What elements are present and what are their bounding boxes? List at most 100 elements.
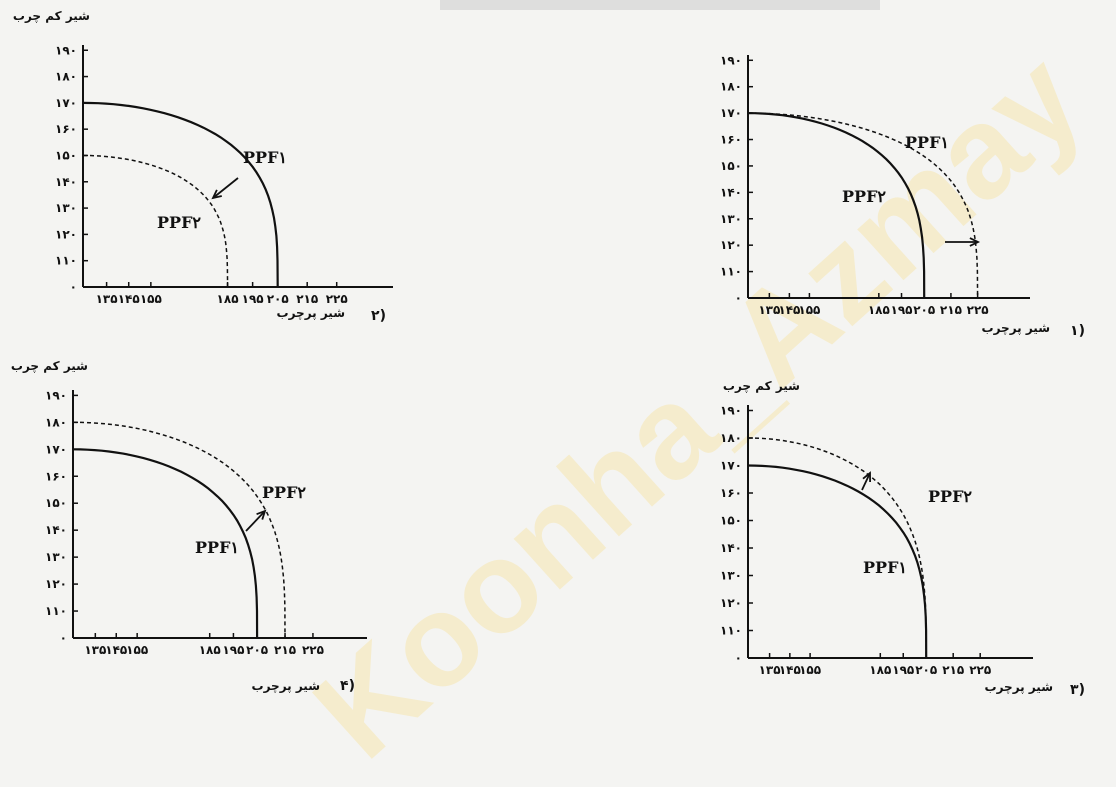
x-tick-label: ۱۹۵ <box>891 303 913 317</box>
x-tick-label: ۲۰۵ <box>915 663 937 677</box>
x-tick-label: ۱۸۵ <box>869 663 891 677</box>
x-tick-label: ۱۸۵ <box>217 292 239 306</box>
ppf1-curve <box>747 464 928 659</box>
ppf2-label: PPF۲ <box>928 487 972 506</box>
ppf1-label: PPF۱ <box>243 148 287 167</box>
y-tick-label: ۱۸۰ <box>720 80 742 94</box>
x-tick-label: ۱۵۵ <box>126 643 148 657</box>
ppf1-curve <box>82 101 279 288</box>
y-tick-label: ۱۷۰ <box>720 106 742 120</box>
y-tick-label: ۱۶۰ <box>720 133 742 147</box>
y-tick-label: ۰ <box>60 631 67 645</box>
y-tick-label: ۱۴۰ <box>55 175 77 189</box>
y-tick-label: ۱۵۰ <box>45 496 67 510</box>
y-tick-label: ۱۷۰ <box>55 96 77 110</box>
shift-arrow <box>212 177 239 199</box>
x-tick-label: ۱۵۵ <box>140 292 162 306</box>
x-axis-title: شیر پرچرب <box>985 680 1053 694</box>
y-tick-label: ۱۵۰ <box>720 159 742 173</box>
ppf2-label: PPF۲ <box>157 213 201 232</box>
x-tick-label: ۱۳۵ <box>758 303 780 317</box>
x-tick-label: ۲۰۵ <box>267 292 289 306</box>
x-tick-label: ۲۲۵ <box>967 303 989 317</box>
y-tick-label: ۱۴۰ <box>720 185 742 199</box>
x-tick-label: ۲۲۵ <box>969 663 991 677</box>
option-number: ۲) <box>371 308 386 324</box>
y-tick-label: ۱۳۰ <box>55 201 77 215</box>
x-tick-label: ۱۳۵ <box>96 292 118 306</box>
shift-arrow-head <box>256 509 267 520</box>
option-number: ۱) <box>1070 323 1085 339</box>
y-tick-label: ۱۹۰ <box>720 53 742 67</box>
y-axis-title: شیر کم چرب <box>13 9 90 23</box>
x-tick-label: ۱۵۵ <box>798 303 820 317</box>
y-tick-label: ۱۸۰ <box>720 431 742 445</box>
ppf1-label: PPF۱ <box>905 133 949 152</box>
header-strip <box>440 0 880 10</box>
y-tick-label: ۱۲۰ <box>720 238 742 252</box>
y-tick-label: ۱۷۰ <box>720 459 742 473</box>
x-tick-label: ۱۸۵ <box>199 643 221 657</box>
x-tick-label: ۲۱۵ <box>274 643 296 657</box>
y-tick-label: ۱۹۰ <box>45 388 67 402</box>
ppf1-label: PPF۱ <box>863 558 907 577</box>
y-tick-label: ۱۴۰ <box>45 523 67 537</box>
ppf1-curve <box>747 112 926 299</box>
y-tick-label: ۰ <box>70 280 77 294</box>
shift-arrow <box>245 510 266 532</box>
x-tick-label: ۱۴۵ <box>118 292 140 306</box>
x-tick-label: ۱۹۵ <box>222 643 244 657</box>
ppf1-label: PPF۱ <box>195 538 239 557</box>
y-tick-label: ۱۸۰ <box>45 415 67 429</box>
x-axis-title: شیر پرچرب <box>252 679 320 693</box>
shift-arrow-head <box>862 471 871 483</box>
y-tick-label: ۱۳۰ <box>720 569 742 583</box>
ppf2-curve <box>747 437 927 659</box>
x-tick-label: ۱۴۵ <box>778 303 800 317</box>
shift-arrow-head <box>211 189 222 200</box>
y-tick-label: ۱۱۰ <box>45 604 67 618</box>
x-axis-title: شیر پرچرب <box>277 306 345 320</box>
x-tick-label: ۱۳۵ <box>759 663 781 677</box>
x-tick-label: ۱۴۵ <box>779 663 801 677</box>
y-axis-title: شیر کم چرب <box>723 379 800 393</box>
ppf2-label: PPF۲ <box>842 187 886 206</box>
option-number: ۳) <box>1070 682 1085 698</box>
ppf2-curve <box>72 421 286 639</box>
x-tick-label: ۲۲۵ <box>302 643 324 657</box>
y-tick-label: ۱۵۰ <box>55 148 77 162</box>
y-tick-label: ۰ <box>735 651 742 665</box>
x-tick-label: ۲۰۵ <box>246 643 268 657</box>
y-tick-label: ۱۱۰ <box>720 624 742 638</box>
y-tick-label: ۱۶۰ <box>45 469 67 483</box>
y-tick-label: ۱۶۰ <box>720 486 742 500</box>
y-tick-label: ۱۹۰ <box>720 404 742 418</box>
y-tick-label: ۱۵۰ <box>720 514 742 528</box>
y-tick-label: ۱۹۰ <box>55 43 77 57</box>
y-tick-label: ۱۴۰ <box>720 541 742 555</box>
x-tick-label: ۱۸۵ <box>868 303 890 317</box>
y-tick-label: ۱۲۰ <box>45 577 67 591</box>
y-tick-label: ۱۱۰ <box>55 254 77 268</box>
y-tick-label: ۱۸۰ <box>55 70 77 84</box>
shift-arrow-head <box>969 237 981 247</box>
ppf1-curve <box>72 448 259 639</box>
x-tick-label: ۱۹۵ <box>892 663 914 677</box>
x-axis-title: شیر پرچرب <box>982 321 1050 335</box>
y-tick-label: ۱۲۰ <box>720 596 742 610</box>
y-tick-label: ۱۶۰ <box>55 122 77 136</box>
y-tick-label: ۱۷۰ <box>45 442 67 456</box>
y-tick-label: ۱۳۰ <box>45 550 67 564</box>
y-tick-label: ۰ <box>735 291 742 305</box>
x-tick-label: ۲۱۵ <box>296 292 318 306</box>
y-tick-label: ۱۳۰ <box>720 212 742 226</box>
ppf2-label: PPF۲ <box>262 483 306 502</box>
y-tick-label: ۱۱۰ <box>720 265 742 279</box>
x-tick-label: ۲۱۵ <box>942 663 964 677</box>
x-tick-label: ۲۱۵ <box>940 303 962 317</box>
y-tick-label: ۱۲۰ <box>55 227 77 241</box>
x-tick-label: ۲۲۵ <box>326 292 348 306</box>
x-tick-label: ۱۵۵ <box>799 663 821 677</box>
ppf2-curve <box>747 112 979 299</box>
